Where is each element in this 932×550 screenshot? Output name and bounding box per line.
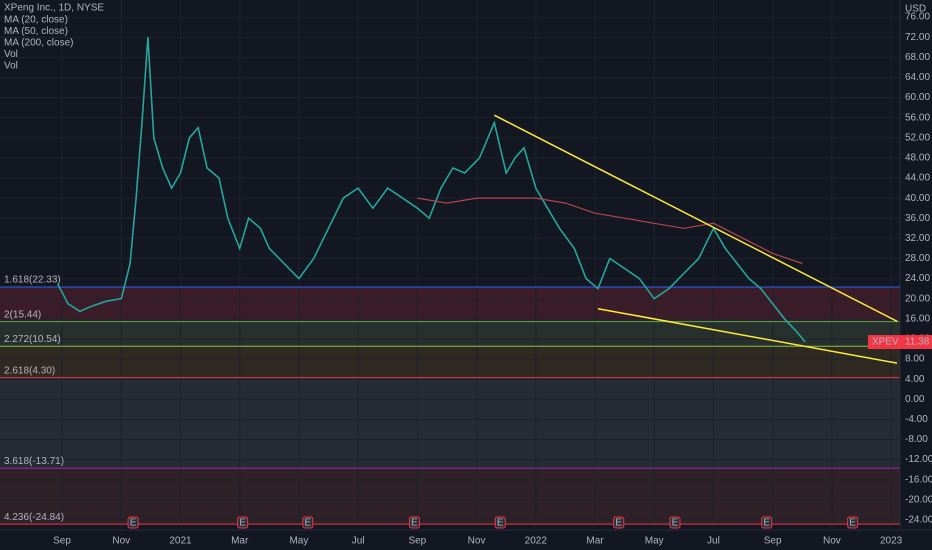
y-tick-label: 68.00 [905,52,930,63]
fib-band [0,286,900,322]
event-marker [302,516,314,529]
x-tick-label: Sep [408,536,426,547]
y-tick-label: -16.00 [905,474,932,485]
event-label: E [615,518,622,529]
fib-band [0,377,900,469]
y-tick-label: -8.00 [905,434,928,445]
series-line [417,197,803,265]
legend-entry: MA (50, close) [4,26,68,37]
fib-label: 3.618(-13.71) [4,456,64,467]
legend-entry: Vol [4,61,18,72]
y-tick-label: 72.00 [905,32,930,43]
y-tick-label: 64.00 [905,72,930,83]
y-tick-label: 4.00 [905,374,925,385]
fib-label: 1.618(22.33) [4,275,61,286]
y-tick-label: 52.00 [905,132,930,143]
x-tick-label: 2021 [169,536,192,547]
fib-band [0,468,900,525]
x-tick-label: Jul [352,536,365,547]
y-tick-label: 40.00 [905,193,930,204]
x-tick-label: May [289,536,308,547]
legend-entry: Vol [4,49,18,60]
y-tick-label: -12.00 [905,454,932,465]
fib-label: 2.618(4.30) [4,365,55,376]
fib-label: 2(15.44) [4,309,41,320]
y-tick-label: -4.00 [905,414,928,425]
y-tick-label: -20.00 [905,494,932,505]
x-tick-label: May [645,536,664,547]
y-tick-label: -24.00 [905,515,932,526]
event-marker [127,516,139,529]
event-label: E [239,518,246,529]
event-label: E [849,518,856,529]
y-tick-label: 60.00 [905,92,930,103]
event-marker [408,516,420,529]
trendline [597,307,898,364]
event-marker [669,516,681,529]
currency: USD [905,4,926,15]
event-label: E [304,518,311,529]
event-marker [613,516,625,529]
x-tick-label: 2022 [525,536,548,547]
x-tick-label: Nov [112,536,130,547]
event-label: E [763,518,770,529]
x-tick-label: Mar [586,536,604,547]
y-tick-label: 0.00 [905,394,925,405]
x-tick-label: 2023 [880,536,903,547]
y-tick-label: 48.00 [905,153,930,164]
fib-band [0,321,900,347]
legend-entry: MA (20, close) [4,15,68,26]
x-tick-label: Nov [823,536,841,547]
y-tick-label: 8.00 [905,354,925,365]
x-tick-label: Jul [707,536,720,547]
event-label: E [130,518,137,529]
event-label: E [411,518,418,529]
y-tick-label: 56.00 [905,112,930,123]
event-marker [847,516,859,529]
event-marker [761,516,773,529]
fib-label: 4.236(-24.84) [4,512,64,523]
event-label: E [672,518,679,529]
y-tick-label: 24.00 [905,273,930,284]
x-tick-label: Mar [231,536,249,547]
trendline [493,114,898,322]
price-tag-value: 11.38 [905,337,930,348]
y-tick-label: 16.00 [905,313,930,324]
fib-band [0,524,900,530]
y-tick-label: 76.00 [905,12,930,23]
y-tick-label: 32.00 [905,233,930,244]
x-tick-label: Sep [764,536,782,547]
y-tick-label: 20.00 [905,293,930,304]
event-marker [237,516,249,529]
price-tag-name: XPEV [872,337,899,348]
fib-label: 2.272(10.54) [4,334,61,345]
x-tick-label: Nov [468,536,486,547]
fib-band [0,346,900,378]
event-marker [494,516,506,529]
y-tick-label: 36.00 [905,213,930,224]
chart-title: XPeng Inc., 1D, NYSE [4,3,104,14]
y-tick-label: 44.00 [905,173,930,184]
price-tag [868,335,932,350]
x-tick-label: Sep [53,536,71,547]
legend-entry: MA (200, close) [4,38,73,49]
y-tick-label: 28.00 [905,253,930,264]
event-label: E [497,518,504,529]
series-line [56,37,806,343]
